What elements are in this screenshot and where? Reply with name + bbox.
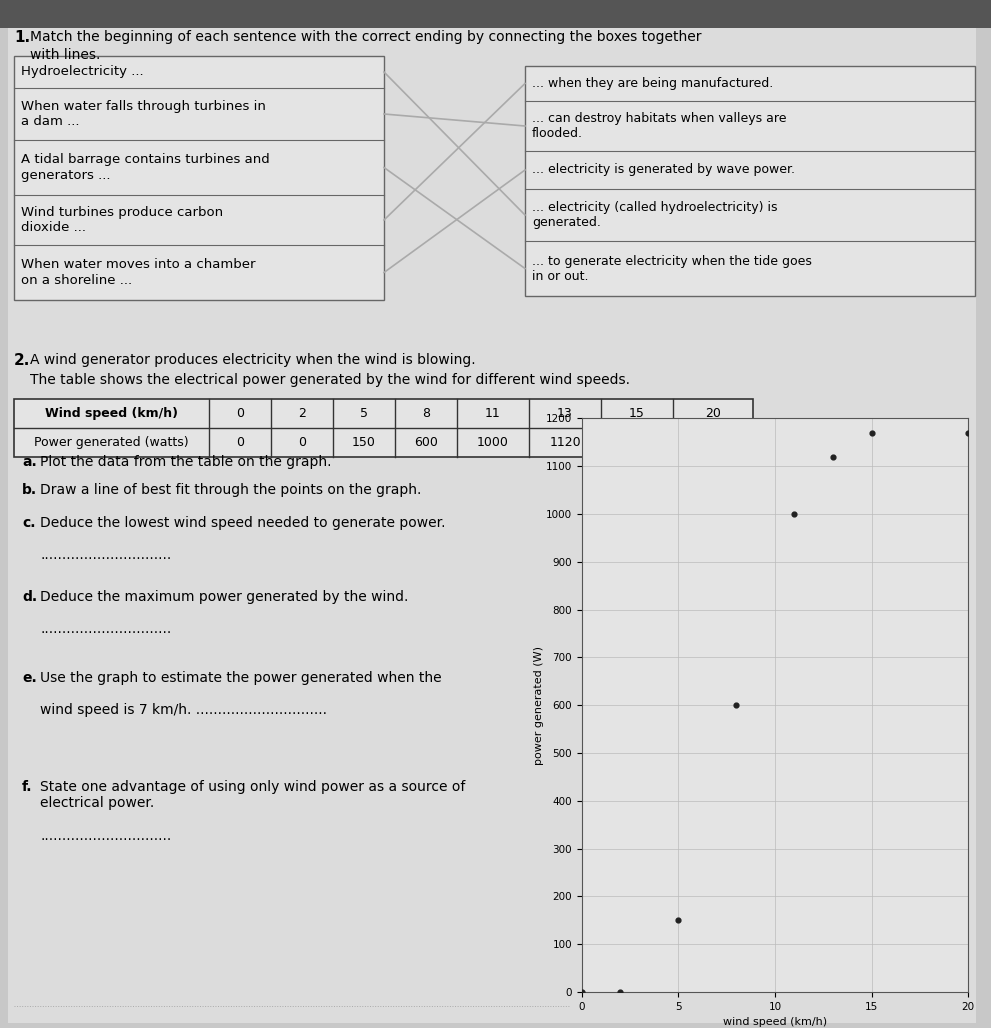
- Bar: [0, 0, 991, 28]
- Y-axis label: power generated (W): power generated (W): [534, 646, 544, 765]
- Point: [825, 448, 840, 465]
- Text: Deduce the maximum power generated by the wind.

..............................: Deduce the maximum power generated by th…: [40, 590, 408, 636]
- Text: 1.: 1.: [14, 30, 30, 45]
- Text: 8: 8: [422, 407, 430, 420]
- Text: f.: f.: [22, 780, 33, 794]
- Text: 20: 20: [705, 407, 720, 420]
- Text: Wind speed (km/h): Wind speed (km/h): [45, 407, 178, 420]
- Point: [728, 697, 744, 713]
- Text: 15: 15: [629, 407, 645, 420]
- Bar: [14, 399, 753, 457]
- Text: ... electricity is generated by wave power.: ... electricity is generated by wave pow…: [532, 163, 795, 177]
- Text: 1120: 1120: [549, 436, 581, 449]
- Text: c.: c.: [22, 516, 36, 530]
- Text: A wind generator produces electricity when the wind is blowing.: A wind generator produces electricity wh…: [30, 353, 476, 367]
- Point: [574, 984, 590, 1000]
- Text: Hydroelectricity ...: Hydroelectricity ...: [21, 66, 144, 78]
- Text: 1170: 1170: [697, 436, 728, 449]
- Text: Match the beginning of each sentence with the correct ending by connecting the b: Match the beginning of each sentence wit…: [30, 30, 702, 44]
- Text: When water falls through turbines in
a dam ...: When water falls through turbines in a d…: [21, 100, 266, 128]
- Text: 1000: 1000: [477, 436, 509, 449]
- Point: [670, 912, 686, 928]
- Point: [960, 425, 976, 441]
- Point: [863, 425, 880, 441]
- Text: Power generated (watts): Power generated (watts): [34, 436, 189, 449]
- Text: Wind turbines produce carbon
dioxide ...: Wind turbines produce carbon dioxide ...: [21, 206, 223, 234]
- Text: 150: 150: [352, 436, 376, 449]
- Bar: [525, 66, 975, 296]
- Text: 5: 5: [360, 407, 368, 420]
- Text: When water moves into a chamber
on a shoreline ...: When water moves into a chamber on a sho…: [21, 258, 256, 287]
- Text: 2: 2: [298, 407, 306, 420]
- Text: ... can destroy habitats when valleys are
flooded.: ... can destroy habitats when valleys ar…: [532, 112, 787, 140]
- Bar: [14, 56, 384, 300]
- X-axis label: wind speed (km/h): wind speed (km/h): [722, 1018, 827, 1027]
- Text: e.: e.: [22, 671, 37, 685]
- Text: 11: 11: [486, 407, 500, 420]
- Point: [787, 506, 803, 522]
- Text: Deduce the lowest wind speed needed to generate power.

........................: Deduce the lowest wind speed needed to g…: [40, 516, 446, 562]
- Text: 600: 600: [414, 436, 438, 449]
- Text: Use the graph to estimate the power generated when the

wind speed is 7 km/h. ..: Use the graph to estimate the power gene…: [40, 671, 442, 718]
- Text: 0: 0: [298, 436, 306, 449]
- Text: a.: a.: [22, 455, 37, 469]
- Text: ... electricity (called hydroelectricity) is
generated.: ... electricity (called hydroelectricity…: [532, 201, 778, 229]
- Point: [612, 984, 628, 1000]
- Text: 2.: 2.: [14, 353, 31, 368]
- Text: Draw a line of best fit through the points on the graph.: Draw a line of best fit through the poin…: [40, 483, 421, 497]
- Text: The table shows the electrical power generated by the wind for different wind sp: The table shows the electrical power gen…: [30, 373, 630, 387]
- Text: 0: 0: [236, 436, 244, 449]
- Text: 0: 0: [236, 407, 244, 420]
- Text: d.: d.: [22, 590, 37, 604]
- Text: 13: 13: [557, 407, 573, 420]
- Text: ... when they are being manufactured.: ... when they are being manufactured.: [532, 77, 773, 90]
- Text: 1170: 1170: [621, 436, 653, 449]
- Text: State one advantage of using only wind power as a source of
electrical power.

.: State one advantage of using only wind p…: [40, 780, 466, 843]
- Text: with lines.: with lines.: [30, 48, 100, 62]
- Text: A tidal barrage contains turbines and
generators ...: A tidal barrage contains turbines and ge…: [21, 153, 270, 182]
- Text: b.: b.: [22, 483, 37, 497]
- Text: ... to generate electricity when the tide goes
in or out.: ... to generate electricity when the tid…: [532, 255, 812, 283]
- Text: Plot the data from the table on the graph.: Plot the data from the table on the grap…: [40, 455, 332, 469]
